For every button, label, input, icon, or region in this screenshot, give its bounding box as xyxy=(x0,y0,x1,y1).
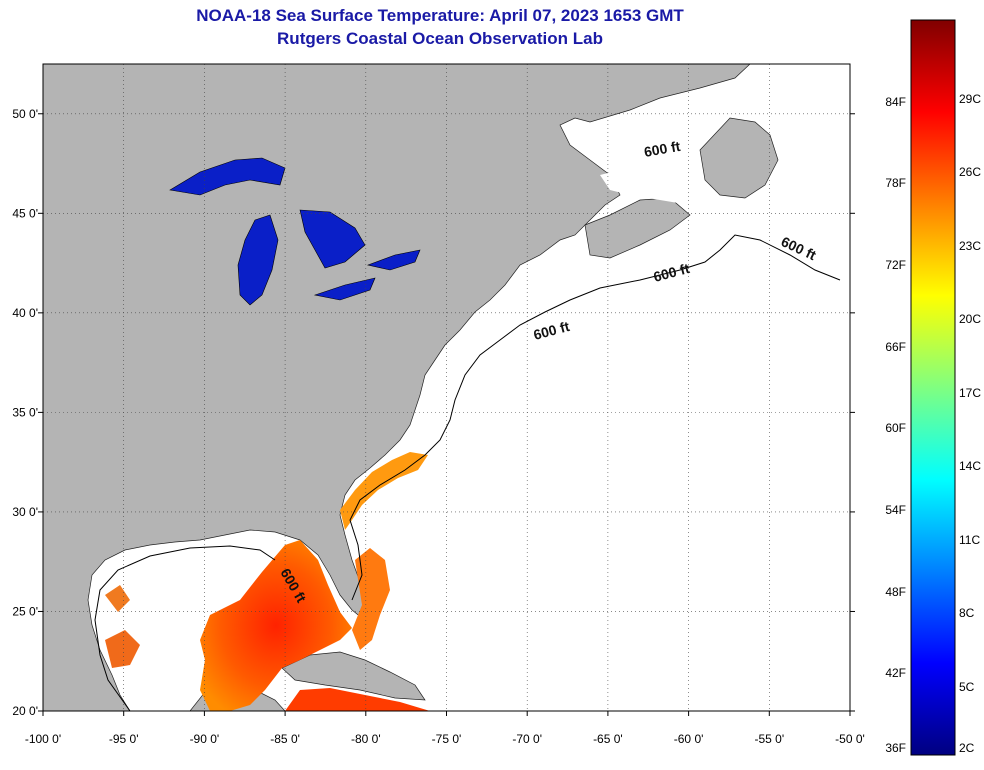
map-subtitle: Rutgers Coastal Ocean Observation Lab xyxy=(277,29,603,48)
lon-tick-label: -100 0' xyxy=(25,732,61,746)
colorbar-f-label: 84F xyxy=(885,94,906,109)
colorbar-c-label: 20C xyxy=(959,312,982,327)
lat-tick-label: 35 0' xyxy=(12,405,38,419)
colorbar-f-label: 66F xyxy=(885,339,906,354)
lon-tick-label: -90 0' xyxy=(190,732,220,746)
colorbar-f-label: 60F xyxy=(885,421,906,436)
colorbar-f-label: 48F xyxy=(885,584,906,599)
colorbar-c-label: 26C xyxy=(959,165,982,180)
lat-tick-label: 45 0' xyxy=(12,206,38,220)
lat-tick-label: 50 0' xyxy=(12,107,38,121)
graticule xyxy=(43,64,850,711)
land-north-america xyxy=(43,64,751,711)
great-lakes xyxy=(169,157,421,306)
lake-ontario xyxy=(366,249,421,271)
colorbar-c-label: 23C xyxy=(959,238,982,253)
cloud-patch-north xyxy=(575,112,700,170)
lon-tick-label: -85 0' xyxy=(270,732,300,746)
lat-tick-label: 40 0' xyxy=(12,306,38,320)
lat-tick-label: 30 0' xyxy=(12,505,38,519)
land-cuba xyxy=(281,651,426,701)
colorbar-c-label: 29C xyxy=(959,91,982,106)
lake-erie xyxy=(313,277,376,301)
colorbar-c-label: 8C xyxy=(959,606,975,621)
lon-tick-label: -60 0' xyxy=(674,732,704,746)
colorbar-f-label: 36F xyxy=(885,741,906,755)
sst-gulf-stream xyxy=(340,452,428,530)
sst-gulf-west-patch xyxy=(105,630,140,668)
land-newfoundland xyxy=(699,117,779,199)
lon-tick-label: -55 0' xyxy=(754,732,784,746)
lat-tick-label: 20 0' xyxy=(12,704,38,718)
colorbar-c-label: 17C xyxy=(959,385,982,400)
longitude-axis: -100 0' -95 0' -90 0' -85 0' -80 0' -75 0' -70… xyxy=(25,711,865,746)
colorbar-c-label: 11C xyxy=(959,532,981,547)
sst-caribbean-warm xyxy=(285,688,430,711)
colorbar-f-label: 72F xyxy=(885,258,906,272)
colorbar-c-label: 5C xyxy=(959,679,975,694)
lon-tick-label: -70 0' xyxy=(512,732,542,746)
lon-tick-label: -80 0' xyxy=(351,732,381,746)
sst-gulf-west-patch-2 xyxy=(105,585,130,612)
lake-superior xyxy=(169,157,286,196)
lat-tick-label: 25 0' xyxy=(12,604,38,618)
colorbar-f-label: 54F xyxy=(885,503,906,517)
latitude-axis: 20 0' 25 0' 30 0' 35 0' 40 0' 45 0' 50 0' xyxy=(12,107,855,718)
cloud-patch-gulf-stlawrence xyxy=(600,165,700,205)
contour-label: 600 ft xyxy=(643,138,682,160)
lon-tick-label: -75 0' xyxy=(432,732,462,746)
lake-michigan xyxy=(237,214,279,306)
colorbar-c-label: 2C xyxy=(959,741,975,755)
lon-tick-label: -65 0' xyxy=(593,732,623,746)
lon-tick-label: -95 0' xyxy=(109,732,139,746)
lake-huron xyxy=(299,209,366,269)
colorbar-f-label: 78F xyxy=(885,176,906,191)
colorbar xyxy=(910,19,956,756)
depth-contour-600ft xyxy=(94,234,841,712)
colorbar-c-label: 14C xyxy=(959,459,982,474)
map-title: NOAA-18 Sea Surface Temperature: April 0… xyxy=(196,6,684,25)
colorbar-f-label: 42F xyxy=(885,666,906,681)
lon-tick-label: -50 0' xyxy=(835,732,865,746)
land-nova-scotia xyxy=(584,197,691,259)
sst-gulf-warm xyxy=(200,540,352,711)
